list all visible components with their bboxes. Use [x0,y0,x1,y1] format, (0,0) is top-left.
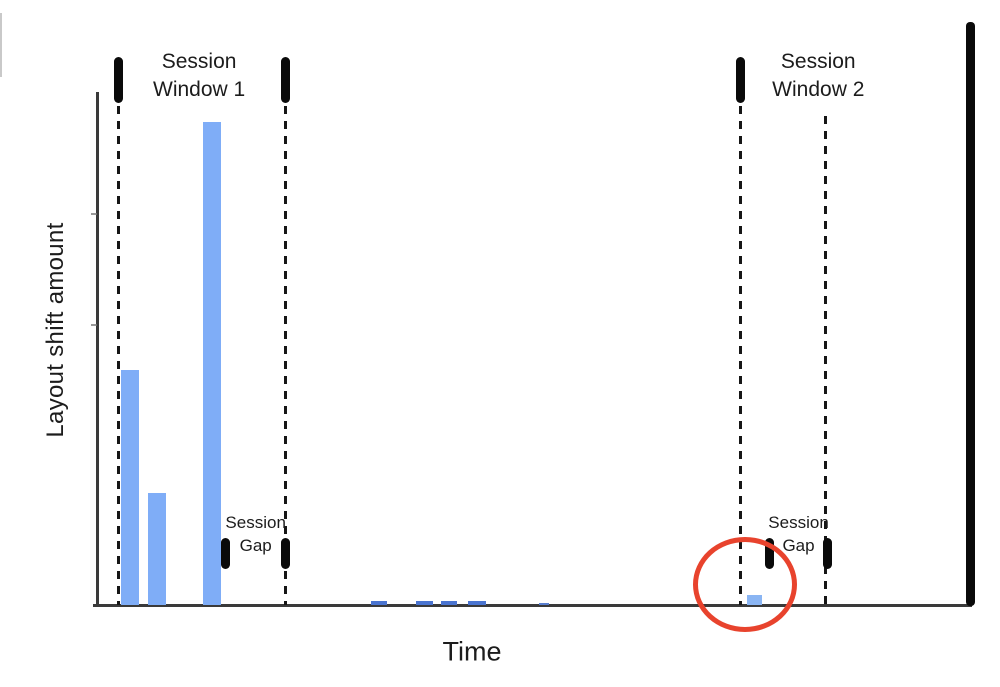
layout-shift-bar [120,370,139,605]
session-boundary-dashed-line [823,116,827,605]
session-boundary-dashed-line [284,106,288,605]
window-boundary-marker [113,57,123,103]
session-boundary-dashed-line [738,106,742,605]
left-edge-mark [0,13,2,77]
y-axis-tick [91,213,97,215]
x-axis-line [93,604,972,607]
session-boundary-dashed-line [116,106,120,605]
x-axis-label: Time [442,636,502,667]
layout-shift-bar [203,122,222,605]
layout-shift-bar [148,493,167,605]
session-gap-marker [823,538,833,569]
layout-shift-bar [441,601,458,605]
session-gap-marker [281,538,291,569]
window-boundary-marker [735,57,745,103]
session-gap-marker [220,538,230,569]
layout-shift-bar [538,603,549,605]
layout-shift-bar [370,601,387,605]
timeline-end-line [965,22,975,606]
y-axis-line [96,92,99,605]
layout-shift-bar [416,601,433,605]
layout-shift-bar [468,601,487,605]
session-window-label: Session Window 1 [153,50,246,101]
session-window-label: Session Window 2 [772,50,865,101]
window-boundary-marker [281,57,291,103]
session-gap-label: Session Gap [768,513,829,555]
session-gap-label: Session Gap [225,513,286,555]
y-axis-label: Layout shift amount [42,222,69,438]
y-axis-tick [91,324,97,326]
highlight-circle [693,537,798,632]
